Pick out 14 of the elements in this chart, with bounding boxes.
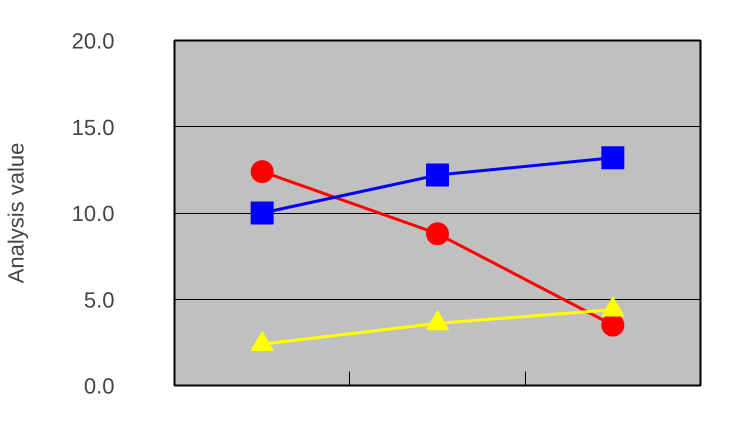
point (250, 202, 274, 224)
point (250, 330, 274, 351)
y-tick-label: 5.0 (84, 287, 115, 312)
y-tick-label: 0.0 (84, 374, 115, 398)
point (250, 160, 274, 184)
y-tick-label: 20.0 (72, 28, 115, 54)
point (601, 296, 624, 316)
point (426, 310, 449, 330)
y-axis-title: Analysis value (4, 142, 29, 284)
y-tick-label: 15.0 (72, 114, 115, 140)
point (426, 164, 449, 187)
point (426, 222, 449, 246)
y-tick-label: 10.0 (72, 201, 115, 226)
point (601, 146, 624, 170)
